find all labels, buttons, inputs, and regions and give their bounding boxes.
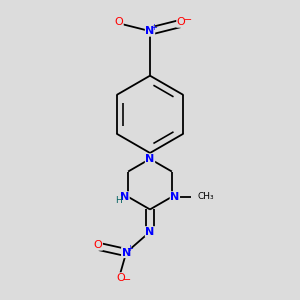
Text: −: − — [184, 15, 192, 25]
Text: O: O — [177, 17, 186, 27]
Text: N: N — [170, 192, 179, 202]
Text: H: H — [115, 196, 122, 205]
Text: CH₃: CH₃ — [198, 192, 214, 201]
Text: O: O — [114, 17, 123, 27]
Text: +: + — [150, 23, 157, 32]
Text: +: + — [126, 244, 133, 253]
Text: O: O — [116, 273, 125, 283]
Text: O: O — [94, 240, 102, 250]
Text: N: N — [146, 227, 154, 237]
Text: N: N — [146, 26, 154, 36]
Text: N: N — [122, 248, 131, 257]
Text: −: − — [123, 275, 131, 285]
Text: N: N — [120, 192, 129, 202]
Text: N: N — [146, 154, 154, 164]
